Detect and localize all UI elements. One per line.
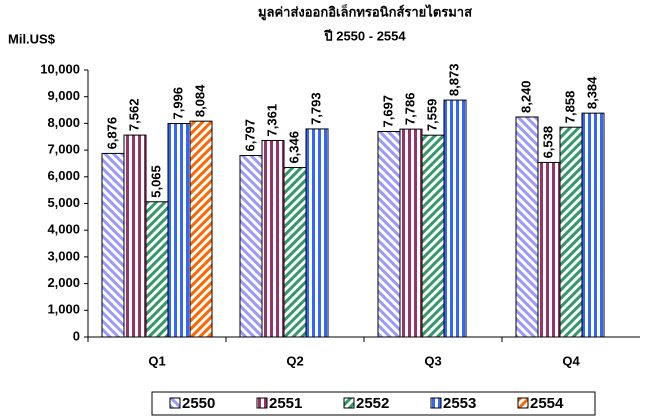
bar — [559, 126, 583, 338]
chart-title: มูลค่าส่งออกอิเล็กทรอนิกส์รายไตรมาส — [258, 2, 472, 20]
value-label: 8,873 — [446, 64, 461, 97]
bar — [537, 161, 561, 338]
value-label: 5,065 — [148, 165, 163, 198]
y-axis-label: Mil.US$ — [8, 31, 56, 46]
bar — [101, 152, 125, 338]
value-label: 6,538 — [540, 126, 555, 159]
bar — [283, 167, 307, 338]
y-tick-label: 8,000 — [47, 115, 80, 130]
value-label: 7,786 — [402, 93, 417, 126]
y-tick-label: 0 — [73, 328, 80, 343]
bar — [421, 134, 445, 338]
y-tick-label: 6,000 — [47, 168, 80, 183]
value-label: 7,996 — [170, 87, 185, 120]
legend-swatch — [343, 397, 355, 409]
value-label: 6,876 — [104, 117, 119, 150]
legend-swatch — [256, 397, 268, 409]
legend-swatch — [430, 397, 442, 409]
legend-label: 2550 — [182, 395, 215, 412]
legend-swatch — [169, 397, 181, 409]
y-tick-label: 10,000 — [40, 61, 80, 76]
bar — [145, 201, 169, 338]
legend-label: 2553 — [443, 395, 476, 412]
bar — [581, 112, 605, 338]
x-tick-label: Q2 — [286, 353, 303, 368]
bar — [167, 123, 191, 338]
value-label: 7,697 — [380, 95, 395, 128]
value-label: 7,361 — [264, 104, 279, 137]
value-label: 6,797 — [242, 119, 257, 152]
x-tick-label: Q1 — [148, 353, 165, 368]
bar — [377, 130, 401, 338]
value-label: 7,562 — [126, 99, 141, 132]
value-label: 8,384 — [584, 76, 599, 109]
bar — [515, 116, 539, 338]
bar — [443, 99, 467, 338]
value-label: 7,793 — [308, 92, 323, 125]
value-label: 8,240 — [518, 80, 533, 113]
x-tick-label: Q3 — [424, 353, 441, 368]
value-label: 6,346 — [286, 131, 301, 164]
value-label: 8,084 — [192, 84, 207, 117]
legend-label: 2551 — [269, 395, 302, 412]
value-label: 7,559 — [424, 99, 439, 132]
bar — [189, 120, 213, 338]
legend-label: 2554 — [530, 395, 564, 412]
y-tick-label: 4,000 — [47, 222, 80, 237]
bar — [123, 134, 147, 338]
bar — [261, 139, 285, 338]
x-tick-label: Q4 — [562, 353, 580, 368]
bar — [305, 128, 329, 338]
legend-swatch — [517, 397, 529, 409]
legend-label: 2552 — [356, 395, 389, 412]
chart-subtitle: ปี 2550 - 2554 — [323, 28, 406, 43]
y-tick-label: 5,000 — [47, 195, 80, 210]
y-tick-label: 9,000 — [47, 88, 80, 103]
bar — [239, 155, 263, 338]
y-tick-label: 2,000 — [47, 275, 80, 290]
y-tick-label: 3,000 — [47, 248, 80, 263]
bar — [399, 128, 423, 338]
y-tick-label: 7,000 — [47, 142, 80, 157]
value-label: 7,858 — [562, 91, 577, 124]
y-tick-label: 1,000 — [47, 302, 80, 317]
